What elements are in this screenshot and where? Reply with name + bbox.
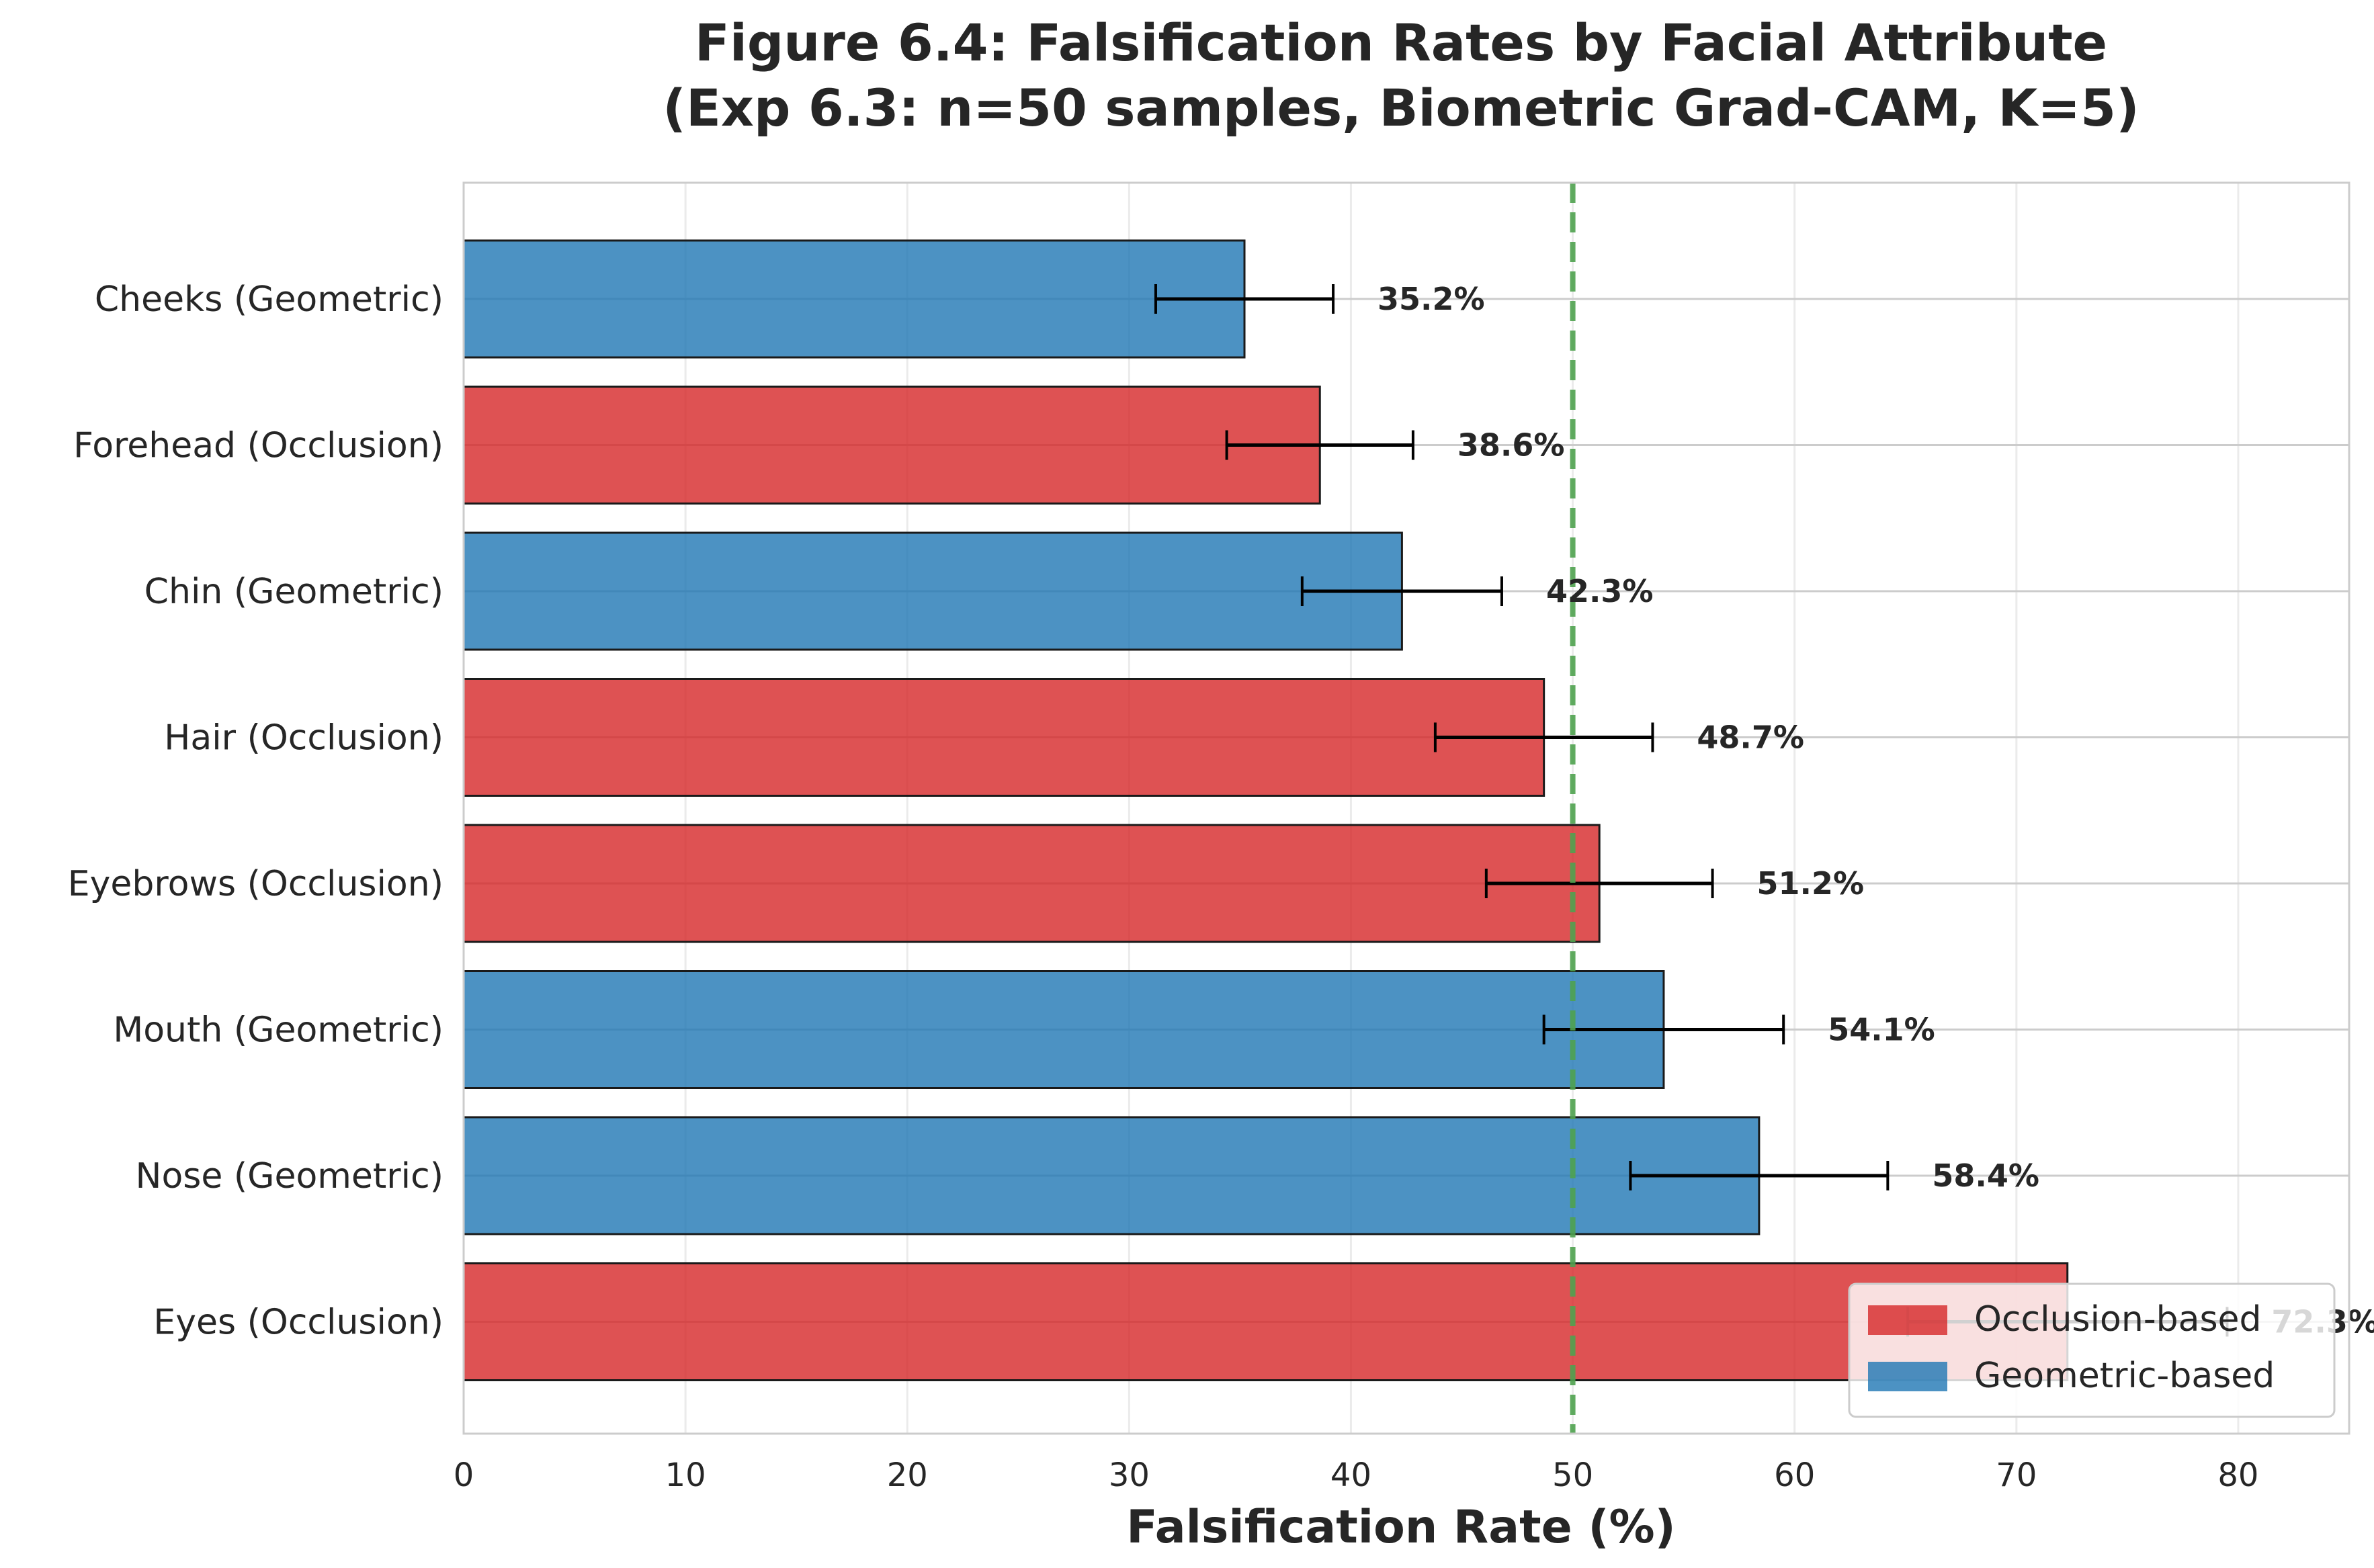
bar-geometric (462, 970, 1665, 1089)
bar-occlusion (462, 824, 1601, 943)
data-label: 54.1% (1828, 1012, 1935, 1048)
chart-subtitle: (Exp 6.3: n=50 samples, Biometric Grad-C… (663, 78, 2139, 138)
legend-label-occlusion: Occlusion-based (1974, 1299, 2262, 1340)
x-axis-label: Falsification Rate (%) (1126, 1501, 1676, 1554)
plot-background (464, 183, 2349, 1434)
data-label: 51.2% (1757, 865, 1865, 902)
y-tick-label: Forehead (Occlusion) (73, 426, 443, 466)
y-tick-label: Chin (Geometric) (144, 572, 443, 612)
x-tick-label: 70 (1996, 1456, 2037, 1494)
chart-title: Figure 6.4: Falsification Rates by Facia… (695, 13, 2107, 73)
bar-geometric (462, 531, 1403, 651)
x-tick-label: 80 (2217, 1456, 2258, 1494)
plot-area: 0 10 20 30 40 50 60 70 80 35.2% 38.6% 42.3% 48.7% 51.… (68, 181, 2374, 1494)
data-label: 38.6% (1457, 427, 1565, 464)
y-tick-label: Mouth (Geometric) (113, 1010, 443, 1051)
bar-occlusion (462, 386, 1321, 505)
data-label: 35.2% (1377, 281, 1485, 317)
legend-box (1848, 1282, 2336, 1418)
plot-border (462, 181, 2350, 1435)
bar-occlusion (462, 1262, 2069, 1381)
data-label: 58.4% (1932, 1158, 2039, 1194)
y-tick-label: Eyes (Occlusion) (153, 1303, 443, 1343)
bar-geometric (462, 1116, 1761, 1235)
x-tick-label: 10 (665, 1456, 706, 1494)
y-tick-label: Hair (Occlusion) (164, 718, 443, 758)
x-tick-label: 0 (454, 1456, 474, 1494)
data-label: 48.7% (1697, 720, 1804, 756)
x-tick-label: 20 (887, 1456, 928, 1494)
legend-label-geometric: Geometric-based (1974, 1356, 2275, 1396)
bar-geometric (462, 239, 1246, 359)
y-tick-label: Nose (Geometric) (136, 1156, 443, 1196)
x-tick-label: 30 (1109, 1456, 1150, 1494)
y-tick-label: Cheeks (Geometric) (95, 279, 443, 320)
x-tick-label: 60 (1774, 1456, 1815, 1494)
y-tick-label: Eyebrows (Occlusion) (68, 864, 443, 904)
x-tick-label: 40 (1330, 1456, 1371, 1494)
data-label: 42.3% (1546, 573, 1654, 609)
legend-swatch-geometric (1868, 1362, 1947, 1391)
bar-occlusion (462, 678, 1545, 797)
x-tick-label: 50 (1552, 1456, 1593, 1494)
legend-swatch-occlusion (1868, 1305, 1947, 1335)
